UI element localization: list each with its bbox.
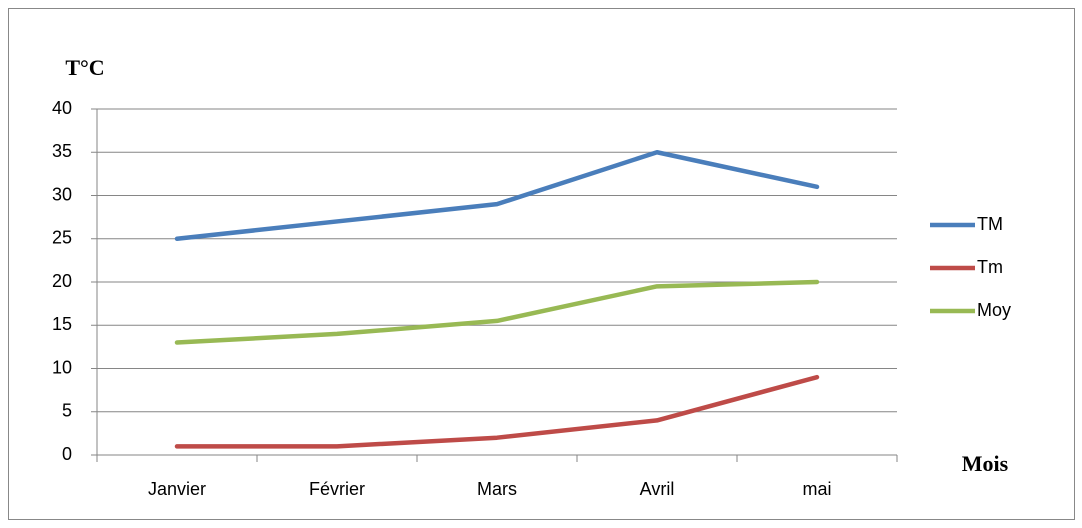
y-tick-label: 0 [62,444,72,464]
series-line [174,374,820,449]
x-tick-label: Mars [477,479,517,499]
legend-label: TM [977,214,1003,234]
series-line [174,279,820,345]
chart-border [8,8,1075,520]
y-tick-label: 35 [52,141,72,161]
series-line [174,150,820,241]
y-tick-label: 5 [62,401,72,421]
y-tick-label: 40 [52,98,72,118]
x-tick-label: mai [802,479,831,499]
y-tick-label: 25 [52,228,72,248]
x-tick-label: Janvier [148,479,206,499]
legend-label: Moy [977,300,1011,320]
y-tick-label: 15 [52,314,72,334]
x-tick-label: Février [309,479,365,499]
y-tick-label: 30 [52,184,72,204]
x-tick-label: Avril [640,479,675,499]
y-tick-label: 10 [52,357,72,377]
x-axis-label: Mois [962,451,1009,476]
legend-label: Tm [977,257,1003,277]
y-tick-label: 20 [52,271,72,291]
y-axis-label: T°C [65,55,104,80]
